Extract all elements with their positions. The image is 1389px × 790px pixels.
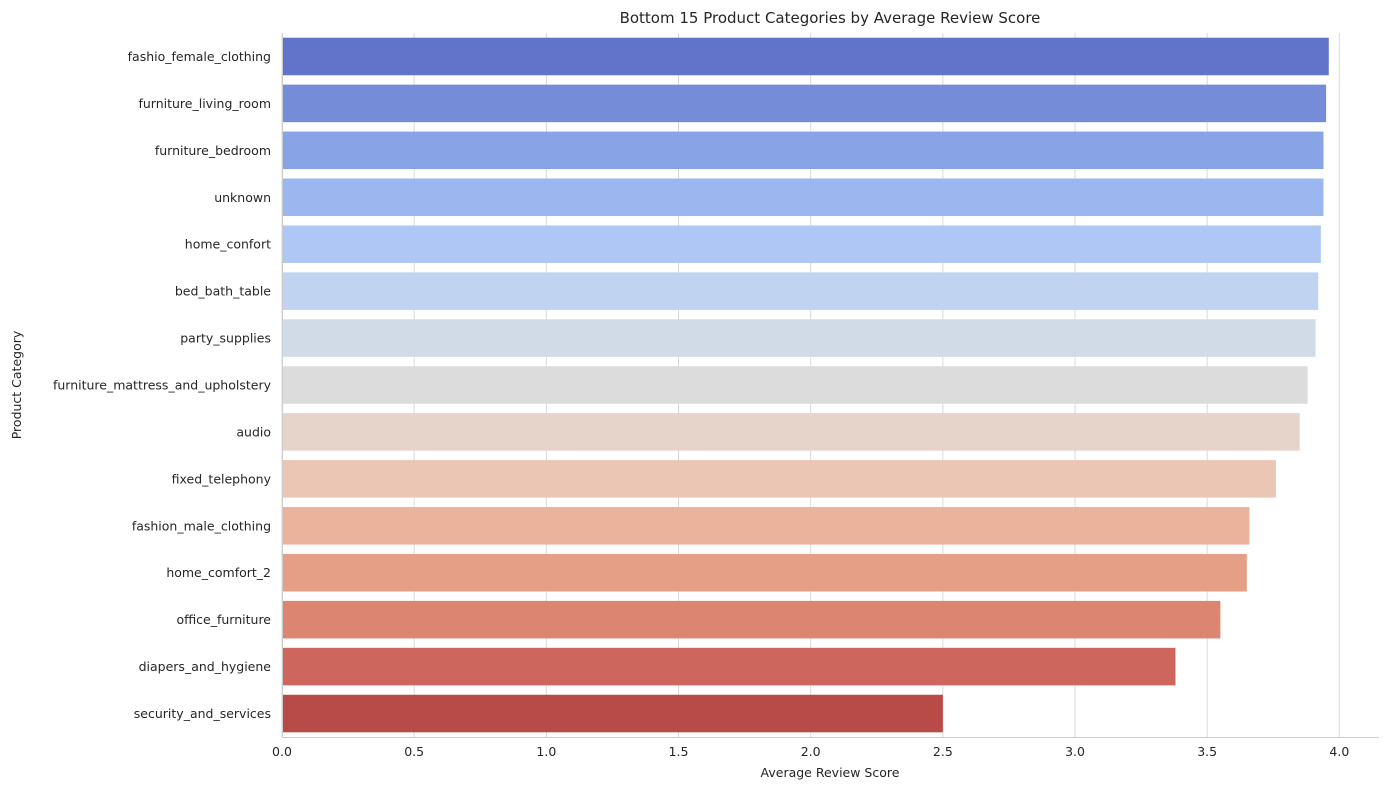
x-tick-label: 1.5 [669, 744, 689, 759]
y-tick-label: party_supplies [180, 331, 271, 346]
y-axis-label: Product Category [9, 330, 24, 439]
y-tick-label: bed_bath_table [175, 284, 271, 299]
x-tick-label: 0.5 [404, 744, 424, 759]
bar [282, 694, 943, 733]
bar [282, 460, 1276, 498]
bar [282, 553, 1247, 592]
bar [282, 131, 1324, 170]
y-tick-label: home_confort [185, 237, 271, 252]
axes [282, 33, 1379, 738]
bars [282, 37, 1329, 733]
y-tick-label: home_comfort_2 [166, 565, 271, 580]
bar [282, 366, 1308, 404]
x-tick-label: 0.0 [272, 744, 292, 759]
x-tick-label: 3.0 [1065, 744, 1085, 759]
bar [282, 178, 1324, 217]
y-tick-label: furniture_mattress_and_upholstery [53, 378, 272, 393]
bar [282, 272, 1319, 310]
bar [282, 647, 1176, 686]
bar [282, 84, 1327, 123]
y-tick-label: diapers_and_hygiene [139, 659, 272, 674]
y-tick-label: fixed_telephony [172, 471, 272, 486]
y-tick-label: office_furniture [176, 612, 271, 627]
y-tick-label: security_and_services [134, 706, 271, 721]
y-tick-label: audio [236, 424, 271, 439]
x-tick-label: 3.5 [1197, 744, 1217, 759]
bar [282, 600, 1221, 639]
y-tick-labels: fashio_female_clothing furniture_living_r… [53, 49, 272, 721]
x-tick-labels: 0.0 0.5 1.0 1.5 2.0 2.5 3.0 3.5 4.0 [272, 744, 1349, 759]
bar [282, 225, 1321, 263]
bar [282, 319, 1316, 357]
bar [282, 413, 1300, 451]
x-tick-label: 1.0 [536, 744, 556, 759]
x-tick-label: 4.0 [1329, 744, 1349, 759]
chart-title: Bottom 15 Product Categories by Average … [620, 9, 1041, 27]
x-axis-label: Average Review Score [761, 765, 900, 780]
bar [282, 507, 1250, 545]
y-tick-label: furniture_living_room [138, 96, 271, 111]
y-tick-label: furniture_bedroom [155, 143, 271, 158]
y-tick-label: fashio_female_clothing [128, 49, 271, 64]
y-tick-label: unknown [214, 190, 271, 205]
x-tick-label: 2.5 [933, 744, 953, 759]
y-tick-label: fashion_male_clothing [132, 518, 271, 533]
bar [282, 37, 1329, 76]
x-tick-label: 2.0 [801, 744, 821, 759]
